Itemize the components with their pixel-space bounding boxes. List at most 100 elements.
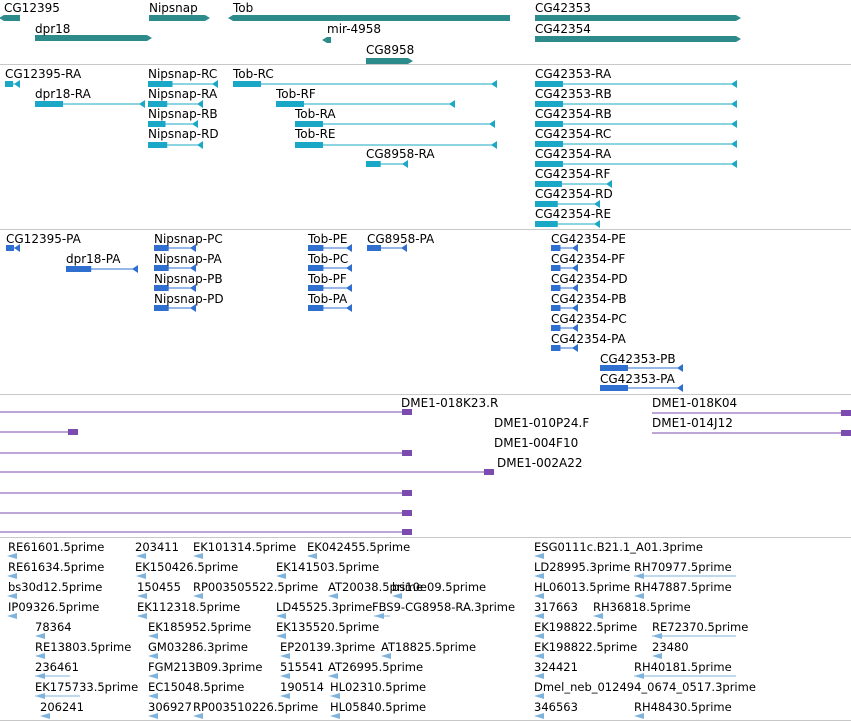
feature-glyph-cg42353[interactable] [535, 15, 736, 21]
feature-glyph-cg42354-ra[interactable] [535, 160, 737, 168]
feature-glyph-bs10e09-5prime[interactable] [392, 593, 402, 599]
feature-glyph-cg42354-re[interactable] [535, 220, 600, 228]
feature-label-190514[interactable]: 190514 [280, 680, 324, 694]
feature-label-tob-re[interactable]: Tob-RE [295, 127, 336, 141]
feature-label-ec15048-5prime[interactable]: EC15048.5prime [148, 680, 245, 694]
feature-glyph-fbs9-cg8958-ra-3prime[interactable] [374, 613, 390, 619]
feature-label-cg42354-pb[interactable]: CG42354-PB [551, 292, 627, 306]
feature-glyph-cg42354-pc[interactable] [551, 324, 578, 332]
feature-label-dpr18-ra[interactable]: dpr18-RA [35, 87, 91, 101]
feature-label-cg42353-ra[interactable]: CG42353-RA [535, 67, 612, 81]
feature-label-dme1-018k23-r[interactable]: DME1-018K23.R [401, 396, 499, 410]
feature-label-236461[interactable]: 236461 [35, 660, 79, 674]
feature-label-bs30d12-5prime[interactable]: bs30d12.5prime [8, 580, 103, 594]
feature-label-rh70977-5prime[interactable]: RH70977.5prime [634, 560, 732, 574]
feature-glyph-rp003510226-5prime[interactable] [193, 713, 203, 719]
feature-glyph-cg42354-pd[interactable] [551, 284, 578, 292]
feature-label-cg42353-pb[interactable]: CG42353-PB [600, 352, 676, 366]
feature-label-346563[interactable]: 346563 [534, 700, 578, 714]
feature-label-ek141503-5prime[interactable]: EK141503.5prime [276, 560, 380, 574]
feature-glyph-rh48430-5prime[interactable] [634, 713, 644, 719]
feature-glyph-tob-rc[interactable] [233, 80, 497, 88]
feature-glyph-cg42354-rf[interactable] [535, 180, 612, 188]
feature-label-tob-rf[interactable]: Tob-RF [276, 87, 316, 101]
feature-label-ek101314-5prime[interactable]: EK101314.5prime [193, 540, 297, 554]
feature-glyph-190514[interactable] [280, 693, 290, 699]
feature-glyph-306927[interactable] [148, 713, 158, 719]
feature-label-cg8958-ra[interactable]: CG8958-RA [366, 147, 435, 161]
feature-label-nipsnap-pb[interactable]: Nipsnap-PB [154, 272, 223, 286]
feature-label-dpr18[interactable]: dpr18 [35, 22, 71, 36]
feature-glyph-nipsnap-rd[interactable] [148, 141, 203, 149]
feature-glyph-rh47887-5prime[interactable] [634, 593, 644, 599]
feature-label-324421[interactable]: 324421 [534, 660, 578, 674]
feature-label-ek198822-5prime[interactable]: EK198822.5prime [534, 620, 638, 634]
feature-glyph-cg8958-pa[interactable] [367, 244, 407, 252]
feature-glyph-cg8958[interactable] [366, 58, 408, 64]
feature-label-dme1-010p24-f[interactable]: DME1-010P24.F [494, 416, 590, 430]
feature-glyph-cg12395-pa[interactable] [6, 244, 20, 252]
feature-glyph-re61601-5prime[interactable] [7, 553, 17, 559]
feature-label-dme1-002a22[interactable]: DME1-002A22 [497, 456, 583, 470]
feature-glyph-ek150426-5prime[interactable] [136, 573, 146, 579]
feature-label-rh47887-5prime[interactable]: RH47887.5prime [634, 580, 732, 594]
feature-glyph-ek042455-5prime[interactable] [307, 553, 317, 559]
feature-label-rh48430-5prime[interactable]: RH48430.5prime [634, 700, 732, 714]
feature-label-re72370-5prime[interactable]: RE72370.5prime [652, 620, 749, 634]
feature-glyph-ek185952-5prime[interactable] [148, 633, 158, 639]
feature-glyph-ek198822-5prime[interactable] [534, 653, 544, 659]
feature-label-cg42354-pf[interactable]: CG42354-PF [551, 252, 626, 266]
feature-glyph-dme1-018k23-r[interactable] [0, 409, 412, 415]
feature-glyph-hl02310-5prime[interactable] [330, 693, 340, 699]
feature-label-206241[interactable]: 206241 [40, 700, 84, 714]
feature-label-dpr18-pa[interactable]: dpr18-PA [66, 252, 121, 266]
feature-label-tob-rc[interactable]: Tob-RC [233, 67, 274, 81]
feature-label-rh36818-5prime[interactable]: RH36818.5prime [593, 600, 691, 614]
feature-label-cg42353[interactable]: CG42353 [535, 1, 591, 15]
feature-label-cg42354-pe[interactable]: CG42354-PE [551, 232, 626, 246]
feature-glyph-236461[interactable] [35, 673, 70, 679]
feature-label-tob-ra[interactable]: Tob-RA [295, 107, 336, 121]
feature-glyph-gm03286-3prime[interactable] [148, 653, 158, 659]
feature-glyph-ek112318-5prime[interactable] [137, 613, 147, 619]
feature-glyph-nipsnap[interactable] [149, 15, 205, 21]
feature-glyph-203411[interactable] [136, 553, 146, 559]
feature-label-nipsnap-rb[interactable]: Nipsnap-RB [148, 107, 218, 121]
feature-label-hl05840-5prime[interactable]: HL05840.5prime [330, 700, 427, 714]
feature-glyph-dpr18-ra[interactable] [35, 100, 145, 108]
feature-label-ek112318-5prime[interactable]: EK112318.5prime [137, 600, 241, 614]
feature-glyph-tob-pe[interactable] [308, 244, 352, 252]
feature-glyph-rh70977-5prime[interactable] [634, 573, 736, 579]
feature-label-23480[interactable]: 23480 [652, 640, 689, 654]
feature-label-fbs9-cg8958-ra-3prime[interactable]: FBS9-CG8958-RA.3prime [372, 600, 516, 614]
feature-glyph-ip09326-5prime[interactable] [7, 613, 17, 619]
feature-glyph-tob-rf[interactable] [276, 100, 455, 108]
feature-label-cg42354-rf[interactable]: CG42354-RF [535, 167, 611, 181]
feature-label-dme1-004f10[interactable]: DME1-004F10 [494, 436, 579, 450]
feature-glyph-346563[interactable] [534, 713, 544, 719]
feature-label-mir-4958[interactable]: mir-4958 [327, 22, 382, 36]
feature-glyph-ec15048-5prime[interactable] [148, 693, 158, 699]
feature-label-nipsnap[interactable]: Nipsnap [149, 1, 198, 15]
feature-label-cg42354-rb[interactable]: CG42354-RB [535, 107, 612, 121]
feature-glyph-cg42353-pb[interactable] [600, 364, 683, 372]
feature-label-ek175733-5prime[interactable]: EK175733.5prime [35, 680, 139, 694]
feature-label-cg42354-rd[interactable]: CG42354-RD [535, 187, 613, 201]
feature-glyph-ld45525-3prime[interactable] [276, 613, 286, 619]
feature-glyph-nipsnap-ra[interactable] [148, 100, 203, 108]
feature-label-nipsnap-rd[interactable]: Nipsnap-RD [148, 127, 219, 141]
feature-label-cg8958[interactable]: CG8958 [366, 43, 415, 57]
feature-glyph-ek101314-5prime[interactable] [193, 553, 203, 559]
feature-label-cg12395-ra[interactable]: CG12395-RA [5, 67, 82, 81]
feature-label-ek042455-5prime[interactable]: EK042455.5prime [307, 540, 411, 554]
feature-glyph-nipsnap-rb[interactable] [148, 120, 198, 128]
feature-label-ek185952-5prime[interactable]: EK185952.5prime [148, 620, 252, 634]
feature-glyph-78364[interactable] [35, 633, 45, 639]
feature-label-cg42354-ra[interactable]: CG42354-RA [535, 147, 612, 161]
feature-label-cg42353-rb[interactable]: CG42353-RB [535, 87, 612, 101]
feature-glyph-ek198822-5prime[interactable] [534, 633, 544, 639]
feature-label-esg0111c-b21-1-a01-3prime[interactable]: ESG0111c.B21.1_A01.3prime [534, 540, 703, 554]
feature-label-cg42354-pa[interactable]: CG42354-PA [551, 332, 626, 346]
feature-glyph-dme1-002a22[interactable] [0, 469, 494, 475]
feature-glyph-23480[interactable] [652, 653, 662, 659]
